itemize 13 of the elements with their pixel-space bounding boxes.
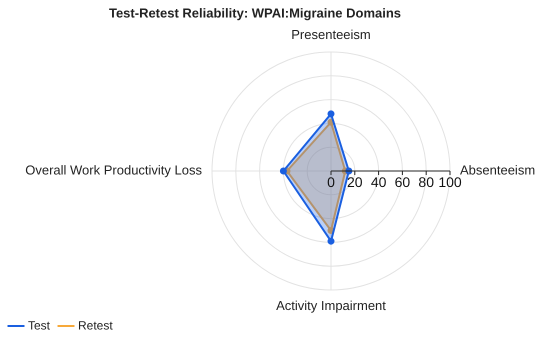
spoke-label: Overall Work Productivity Loss (25, 162, 202, 178)
spoke-label: Presenteeism (291, 27, 371, 42)
spoke-label: Activity Impairment (276, 298, 386, 314)
y-tick-label: 60 (394, 174, 410, 190)
y-tick-label: 40 (370, 174, 387, 190)
y-tick-label: 20 (347, 174, 363, 190)
chart-title: Test-Retest Reliability: WPAI:Migraine Domains (108, 5, 402, 20)
legend-label: Retest (78, 318, 114, 332)
legend-label: Test (28, 318, 51, 332)
y-tick-label: 0 (327, 174, 336, 190)
y-tick-label: 100 (438, 174, 462, 190)
spoke-label: Absenteeism (460, 162, 536, 178)
y-tick-label: 80 (418, 174, 434, 190)
